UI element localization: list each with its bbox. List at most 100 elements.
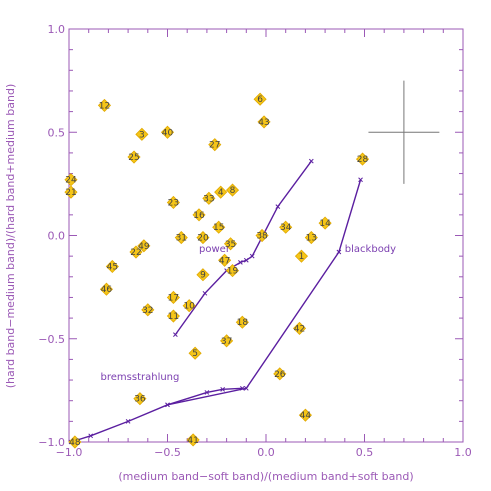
model-label-blackbody: blackbody <box>345 244 396 255</box>
x-axis-label: (medium band−soft band)/(medium band+sof… <box>118 470 413 483</box>
model-grid-marker <box>308 158 314 164</box>
model-grid-marker <box>202 290 208 296</box>
data-point-label: 1 <box>299 252 305 262</box>
axis-ticks <box>68 28 464 443</box>
data-point-1: 1 <box>294 249 309 263</box>
data-point-49: 49 <box>137 239 151 253</box>
data-point-marker <box>166 195 180 210</box>
data-point-marker <box>253 92 267 106</box>
data-point-26: 26 <box>273 367 287 381</box>
data-point-label: 5 <box>192 349 198 359</box>
x-tick-label: 0.5 <box>356 446 374 459</box>
data-point-36: 36 <box>133 392 147 406</box>
data-point-label: 42 <box>294 324 305 334</box>
data-point-marker <box>141 303 155 317</box>
data-point-marker <box>208 138 222 152</box>
data-point-15: 15 <box>212 220 226 234</box>
data-point-label: 38 <box>256 232 268 242</box>
data-point-marker <box>255 228 269 243</box>
data-point-label: 48 <box>69 438 81 448</box>
data-point-label: 12 <box>99 101 110 111</box>
data-point-43: 43 <box>257 115 271 129</box>
data-point-label: 23 <box>168 198 179 208</box>
model-grid-marker <box>165 402 170 408</box>
data-point-11: 11 <box>166 309 180 323</box>
data-point-label: 36 <box>134 395 146 405</box>
y-tick-label: −1.0 <box>38 436 65 449</box>
data-point-marker <box>212 220 226 234</box>
data-point-marker <box>218 253 232 267</box>
data-point-20: 20 <box>196 230 210 245</box>
data-point-label: 28 <box>357 155 369 165</box>
data-point-label: 34 <box>280 223 292 233</box>
data-point-9: 9 <box>196 268 210 282</box>
data-point-marker <box>135 127 149 141</box>
data-point-19: 19 <box>225 264 240 278</box>
y-tick-label: 1.0 <box>48 23 66 36</box>
data-point-label: 43 <box>258 118 269 128</box>
data-point-label: 17 <box>168 293 179 303</box>
data-point-label: 32 <box>142 306 153 316</box>
model-grid-marker <box>358 177 363 183</box>
data-point-marker <box>318 216 332 230</box>
data-point-marker <box>225 183 240 197</box>
data-point-label: 31 <box>176 234 187 244</box>
x-tick-labels: −1.0 −0.5 0.0 0.5 1.0 <box>56 446 472 459</box>
data-point-marker <box>220 334 234 348</box>
model-grid-marker <box>336 249 342 255</box>
data-point-8: 8 <box>225 183 240 197</box>
data-point-marker <box>64 173 78 187</box>
x-tick-label: −1.0 <box>56 446 83 459</box>
data-point-label: 6 <box>257 95 263 105</box>
data-point-marker <box>273 367 287 381</box>
data-point-label: 15 <box>213 223 224 233</box>
data-point-45: 45 <box>105 259 119 274</box>
data-point-31: 31 <box>174 230 188 245</box>
data-point-marker <box>174 230 188 245</box>
data-point-18: 18 <box>235 315 249 329</box>
y-tick-label: 0.5 <box>48 126 66 139</box>
data-point-marker <box>127 150 141 164</box>
data-point-label: 24 <box>65 176 77 186</box>
model-grid-marker <box>238 259 243 265</box>
data-point-14: 14 <box>318 216 332 230</box>
data-point-41: 41 <box>186 433 200 447</box>
data-point-label: 26 <box>274 370 286 380</box>
model-grid-marker <box>204 390 210 395</box>
model-label-bremsstrahlung: bremsstrahlung <box>101 372 180 383</box>
data-point-40: 40 <box>160 125 175 139</box>
data-point-marker <box>192 208 206 222</box>
data-point-48: 48 <box>68 435 82 449</box>
data-point-label: 40 <box>162 128 174 138</box>
data-point-marker <box>166 309 180 323</box>
data-point-marker <box>105 259 119 274</box>
data-point-4: 4 <box>214 185 228 199</box>
data-point-6: 6 <box>253 92 267 106</box>
data-point-label: 16 <box>193 211 205 221</box>
x-tick-label: −0.5 <box>154 446 181 459</box>
data-point-label: 44 <box>300 411 312 421</box>
data-points: 1345689101112131415161718192021222324252… <box>64 92 370 449</box>
data-point-label: 41 <box>187 436 198 446</box>
x-tick-label: 1.0 <box>454 446 472 459</box>
data-point-marker <box>188 346 202 360</box>
data-point-34: 34 <box>279 220 293 234</box>
data-point-label: 14 <box>319 219 331 229</box>
model-grid-marker <box>243 257 249 263</box>
data-point-44: 44 <box>298 408 312 422</box>
model-grid-marker <box>220 386 226 392</box>
data-point-35: 35 <box>223 237 238 251</box>
data-point-marker <box>186 433 200 447</box>
data-point-label: 9 <box>200 271 206 281</box>
model-grid-marker <box>243 385 249 391</box>
data-point-10: 10 <box>182 299 196 313</box>
data-point-27: 27 <box>208 138 222 152</box>
model-grid-marker <box>125 418 131 424</box>
data-point-label: 18 <box>237 318 249 328</box>
data-point-marker <box>292 321 307 335</box>
data-point-label: 25 <box>128 153 139 163</box>
data-point-label: 11 <box>168 312 179 322</box>
model-track-bremsstrahlung <box>70 387 243 443</box>
data-point-label: 27 <box>209 141 220 151</box>
